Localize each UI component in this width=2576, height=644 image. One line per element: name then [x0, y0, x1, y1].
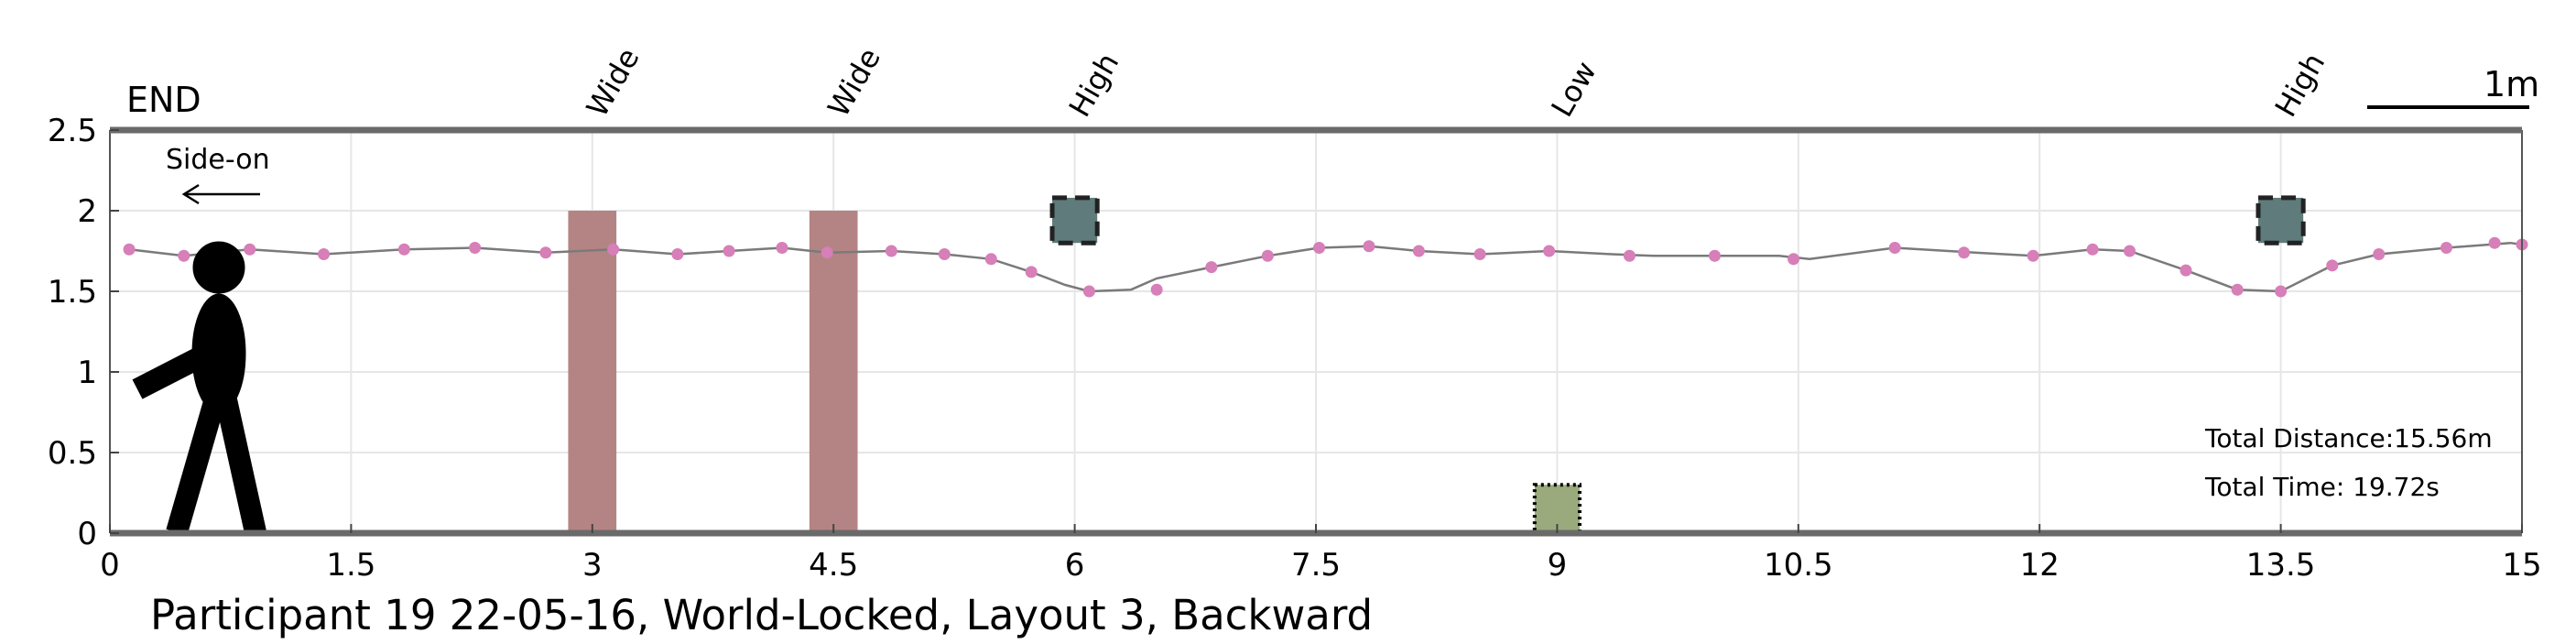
obstacle-high-4 [2255, 195, 2306, 246]
y-tick-label: 1.5 [48, 274, 97, 311]
trajectory-point [1205, 261, 1218, 274]
obstacle-wide-0 [568, 211, 617, 533]
total-distance-label: Total Distance:15.56m [2204, 423, 2493, 453]
trajectory-point [1473, 248, 1486, 261]
trajectory-point [539, 246, 552, 259]
trajectory-point [1888, 241, 1901, 254]
obstacle-label: High [2268, 47, 2332, 123]
trajectory-point [1261, 249, 1274, 262]
obstacle-high-2 [1049, 195, 1100, 246]
obstacles [568, 195, 2306, 536]
trajectory-point [776, 241, 788, 254]
x-tick-label: 0 [100, 547, 120, 584]
obstacle-label: High [1062, 47, 1126, 123]
trajectory-point [2373, 248, 2386, 261]
trajectory-point [1025, 266, 1038, 278]
trajectory-point [1313, 241, 1326, 254]
trajectory-point [2231, 283, 2244, 296]
trajectory-point [2326, 259, 2339, 272]
trajectory-point [2488, 236, 2501, 249]
y-tick-label: 1 [77, 355, 97, 391]
x-tick-label: 7.5 [1291, 547, 1341, 584]
x-tick-label: 12 [2020, 547, 2060, 584]
trajectory-point [2086, 243, 2099, 256]
trajectory-point [1412, 245, 1425, 257]
trajectory-point [123, 243, 136, 256]
trajectory-point [1623, 249, 1636, 262]
x-tick-label: 15 [2502, 547, 2541, 584]
trajectory-point [1788, 253, 1800, 266]
y-tick-label: 2 [77, 193, 97, 230]
trajectory-series [123, 236, 2528, 298]
trajectory-point [2275, 285, 2288, 298]
obstacle-labels: Wide Wide High Low High [580, 42, 2331, 123]
walking-figure-icon [132, 241, 266, 536]
trajectory-point [885, 245, 897, 257]
x-tick-label: 13.5 [2246, 547, 2316, 584]
scale-bar-label: 1m [2484, 64, 2539, 104]
trajectory-point [671, 248, 684, 261]
trajectory-point [2124, 245, 2136, 257]
trajectory-point [469, 241, 482, 254]
trajectory-point [2440, 241, 2452, 254]
obstacle-label: Wide [821, 42, 887, 123]
trajectory-point [1082, 285, 1095, 298]
obstacle-label: Wide [580, 42, 647, 123]
obstacle-label: Low [1544, 55, 1603, 123]
x-tick-label: 4.5 [809, 547, 858, 584]
trajectory-point [1363, 240, 1375, 253]
trajectory-point [2027, 249, 2039, 262]
y-tick-label: 0.5 [48, 435, 97, 472]
x-tick-label: 3 [582, 547, 603, 584]
trajectory-point [1958, 246, 1971, 259]
grid-lines [110, 130, 2522, 533]
trajectory-point [984, 253, 997, 266]
x-tick-label: 1.5 [326, 547, 375, 584]
obstacle-wide-1 [809, 211, 858, 533]
axes [109, 126, 2523, 537]
trajectory-point [318, 248, 331, 261]
trajectory-point [1708, 249, 1721, 262]
direction-label: Side-on [166, 144, 270, 176]
trajectory-point [244, 243, 256, 256]
trajectory-point [1543, 245, 1556, 257]
y-tick-label: 0 [77, 516, 97, 552]
trajectory-point [821, 246, 833, 259]
trajectory-point [397, 243, 410, 256]
trajectory-point [2179, 264, 2192, 277]
x-tick-label: 9 [1548, 547, 1568, 584]
trajectory-point [607, 243, 620, 256]
x-tick-label: 6 [1065, 547, 1085, 584]
y-tick-label: 2.5 [48, 113, 97, 149]
chart-title: Participant 19 22-05-16, World-Locked, L… [150, 591, 1373, 639]
trajectory-point [723, 245, 735, 257]
tick-labels: 0 1.5 3 4.5 6 7.5 9 10.5 12 13.5 15 0 0.5 1 1.5 2 2.5 [48, 113, 2542, 584]
trajectory-point [938, 248, 951, 261]
end-label: END [126, 80, 201, 120]
trajectory-point [178, 249, 190, 262]
trajectory-line [128, 241, 2523, 293]
arrow-left-icon [181, 183, 260, 205]
trajectory-point [1150, 283, 1163, 296]
x-tick-label: 10.5 [1764, 547, 1833, 584]
total-time-label: Total Time: 19.72s [2204, 472, 2440, 502]
